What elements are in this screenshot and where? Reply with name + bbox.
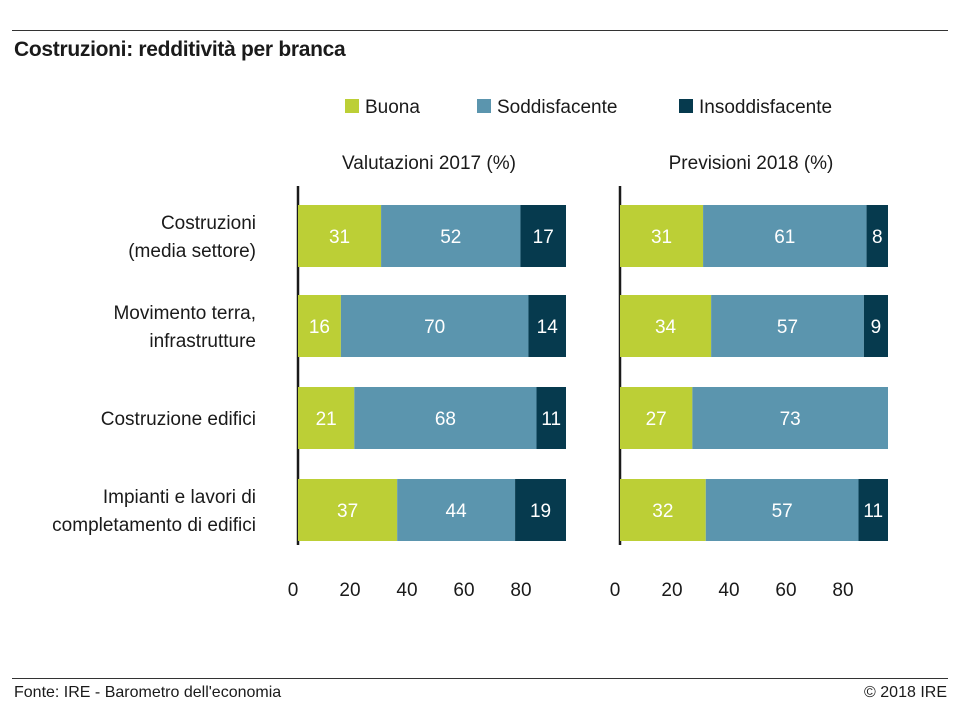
bar-2-1-soddisfacente — [703, 205, 867, 267]
category-label-4-line-1: Impianti e lavori di — [103, 487, 256, 508]
bar-2-2-buona — [620, 295, 712, 357]
legend-swatch-3 — [679, 99, 693, 113]
bar-2-4-buona — [620, 479, 706, 541]
bar-2-2-soddisfacente — [711, 295, 864, 357]
bar-2-1-buona — [620, 205, 704, 267]
bar-value-1-4-insoddisfacente: 19 — [530, 501, 551, 522]
bar-value-1-1-soddisfacente: 52 — [440, 227, 461, 248]
bar-2-1-insoddisfacente — [866, 205, 888, 267]
bar-value-2-1-soddisfacente: 61 — [774, 227, 795, 248]
x-tick-label-1-1: 0 — [288, 580, 299, 601]
bar-value-2-3-buona: 27 — [646, 409, 667, 430]
category-label-1-line-2: (media settore) — [128, 241, 256, 262]
bar-2-4-soddisfacente — [705, 479, 859, 541]
bar-1-1-soddisfacente — [381, 205, 521, 267]
bar-value-1-1-insoddisfacente: 17 — [533, 227, 554, 248]
bar-1-1-insoddisfacente — [520, 205, 566, 267]
legend-swatch-1 — [345, 99, 359, 113]
bar-value-2-4-insoddisfacente: 11 — [863, 501, 883, 522]
x-tick-label-2-1: 0 — [610, 580, 621, 601]
bar-value-2-4-soddisfacente: 57 — [772, 501, 793, 522]
bar-value-2-2-insoddisfacente: 9 — [871, 317, 882, 338]
bar-1-2-soddisfacente — [340, 295, 529, 357]
legend-label-1: Buona — [365, 97, 420, 118]
bar-1-4-insoddisfacente — [515, 479, 566, 541]
bar-value-2-2-soddisfacente: 57 — [777, 317, 798, 338]
x-tick-label-1-2: 20 — [339, 580, 360, 601]
bar-1-3-insoddisfacente — [536, 387, 566, 449]
bar-value-1-3-soddisfacente: 68 — [435, 409, 456, 430]
bar-1-4-buona — [298, 479, 398, 541]
bar-1-3-buona — [298, 387, 355, 449]
bar-2-4-insoddisfacente — [858, 479, 888, 541]
x-tick-label-2-3: 40 — [718, 580, 739, 601]
bar-value-1-3-insoddisfacente: 11 — [541, 409, 561, 430]
bar-1-4-soddisfacente — [397, 479, 516, 541]
legend-label-3: Insoddisfacente — [699, 97, 832, 118]
bottom-rule — [12, 678, 948, 679]
bar-2-3-buona — [620, 387, 693, 449]
x-tick-label-2-2: 20 — [661, 580, 682, 601]
top-rule — [12, 30, 948, 31]
bar-value-1-4-soddisfacente: 44 — [446, 501, 468, 522]
bar-value-1-1-buona: 31 — [329, 227, 350, 248]
bar-2-3-soddisfacente — [692, 387, 888, 449]
bar-value-1-2-soddisfacente: 70 — [424, 317, 445, 338]
bar-value-1-4-buona: 37 — [337, 501, 358, 522]
bar-value-2-1-buona: 31 — [651, 227, 672, 248]
x-tick-label-1-5: 80 — [510, 580, 531, 601]
category-label-2-line-1: Movimento terra, — [113, 303, 256, 324]
bar-value-1-3-buona: 21 — [316, 409, 337, 430]
chart-title: Costruzioni: redditività per branca — [14, 38, 346, 61]
bar-1-1-buona — [298, 205, 382, 267]
bar-value-2-4-buona: 32 — [652, 501, 673, 522]
bar-1-2-buona — [298, 295, 341, 357]
panel-title-1: Valutazioni 2017 (%) — [342, 153, 516, 174]
bar-value-2-1-insoddisfacente: 8 — [872, 227, 883, 248]
bar-value-2-3-soddisfacente: 73 — [780, 409, 801, 430]
copyright-note: © 2018 IRE — [864, 684, 947, 701]
bar-value-2-2-buona: 34 — [655, 317, 677, 338]
legend-label-2: Soddisfacente — [497, 97, 617, 118]
category-label-3-line-1: Costruzione edifici — [101, 409, 256, 430]
category-label-1-line-1: Costruzioni — [161, 213, 256, 234]
panel-title-2: Previsioni 2018 (%) — [669, 153, 834, 174]
bar-2-2-insoddisfacente — [863, 295, 888, 357]
bar-1-3-soddisfacente — [354, 387, 537, 449]
x-tick-label-1-3: 40 — [396, 580, 417, 601]
bar-value-1-2-buona: 16 — [309, 317, 330, 338]
bar-1-2-insoddisfacente — [528, 295, 566, 357]
legend-swatch-2 — [477, 99, 491, 113]
x-tick-label-2-4: 60 — [775, 580, 796, 601]
x-tick-label-1-4: 60 — [453, 580, 474, 601]
bar-value-1-2-insoddisfacente: 14 — [537, 317, 559, 338]
source-note: Fonte: IRE - Barometro dell'economia — [14, 684, 282, 701]
category-label-4-line-2: completamento di edifici — [52, 515, 256, 536]
x-tick-label-2-5: 80 — [832, 580, 853, 601]
category-label-2-line-2: infrastrutture — [149, 331, 256, 352]
